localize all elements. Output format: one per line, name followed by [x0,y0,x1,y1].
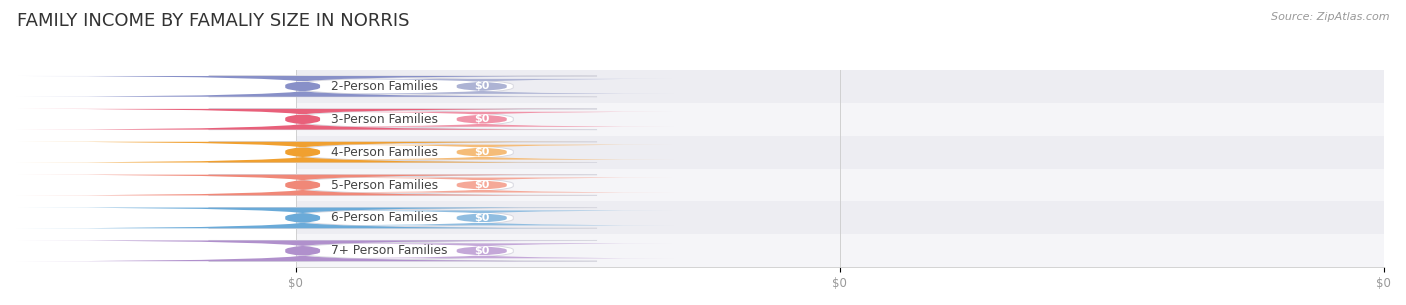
FancyBboxPatch shape [290,145,675,160]
Text: $0: $0 [474,81,489,92]
Text: Source: ZipAtlas.com: Source: ZipAtlas.com [1271,12,1389,22]
Text: $0: $0 [474,213,489,223]
FancyBboxPatch shape [290,112,675,127]
FancyBboxPatch shape [208,175,598,196]
Text: 4-Person Families: 4-Person Families [330,146,437,159]
Text: 3-Person Families: 3-Person Families [330,113,437,126]
FancyBboxPatch shape [208,240,598,261]
Text: 2-Person Families: 2-Person Families [330,80,437,93]
Text: $0: $0 [474,114,489,124]
Text: FAMILY INCOME BY FAMALIY SIZE IN NORRIS: FAMILY INCOME BY FAMALIY SIZE IN NORRIS [17,12,409,30]
FancyBboxPatch shape [15,76,591,97]
Text: $0: $0 [474,147,489,157]
Bar [295,70,1384,103]
Text: $0: $0 [474,246,489,256]
Text: 6-Person Families: 6-Person Families [330,211,437,224]
FancyBboxPatch shape [208,142,598,163]
FancyBboxPatch shape [290,79,675,94]
FancyBboxPatch shape [15,208,591,228]
Text: $0: $0 [474,180,489,190]
FancyBboxPatch shape [290,243,675,258]
FancyBboxPatch shape [15,240,591,261]
FancyBboxPatch shape [208,109,598,130]
FancyBboxPatch shape [15,175,591,196]
FancyBboxPatch shape [15,109,591,130]
FancyBboxPatch shape [290,178,675,192]
Text: 5-Person Families: 5-Person Families [330,178,437,192]
FancyBboxPatch shape [15,142,591,163]
FancyBboxPatch shape [208,208,598,228]
Bar [295,103,1384,136]
Bar [295,202,1384,234]
Text: 7+ Person Families: 7+ Person Families [330,244,447,257]
Bar [295,234,1384,267]
FancyBboxPatch shape [208,76,598,97]
Bar [295,169,1384,202]
Bar [295,136,1384,169]
FancyBboxPatch shape [290,210,675,225]
